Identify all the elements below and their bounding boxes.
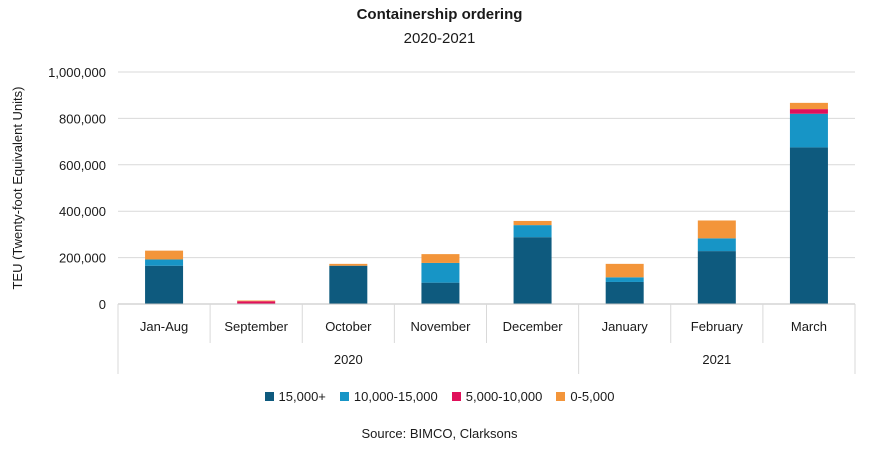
legend-swatch [451,392,461,401]
bar-segment [145,259,184,266]
legend-label: 0-5,000 [570,389,615,404]
group-label: 2020 [334,352,363,367]
bar-segment [421,254,460,263]
bar-segment [697,251,736,304]
bar-segment [513,237,552,304]
y-axis-title: TEU (Twenty-foot Equivalent Units) [10,86,25,289]
y-tick-label: 600,000 [59,158,106,173]
y-tick-label: 400,000 [59,204,106,219]
legend-item: 10,000-15,000 [339,389,438,404]
bar-segment [145,265,184,304]
legend-swatch [339,392,349,401]
bar-segment [605,277,644,282]
legend-label: 5,000-10,000 [465,389,543,404]
bar-segment [605,281,644,304]
x-tick-label: February [691,319,744,334]
legend-swatch [264,392,274,401]
legend-swatch [556,392,566,401]
x-tick-label: October [325,319,372,334]
x-tick-label: December [503,319,564,334]
bar-segment [789,147,828,304]
bar-segment [789,109,828,114]
chart-plot: 0 200,000 400,000 600,000 800,000 1,000,000 TE… [10,65,856,374]
chart-source: Source: BIMCO, Clarksons [361,426,518,441]
legend-label: 10,000-15,000 [353,389,438,404]
x-tick-label: September [224,319,288,334]
bar-segment [329,263,368,266]
x-tick-label: March [791,319,827,334]
bar-segment [697,220,736,239]
legend-item: 5,000-10,000 [451,389,543,404]
legend-label: 15,000+ [278,389,326,404]
legend-item: 15,000+ [264,389,326,404]
y-tick-label: 200,000 [59,251,106,266]
bar-segment [237,300,276,302]
bar-segment [697,238,736,252]
y-tick-label: 0 [99,297,106,312]
group-label: 2021 [702,352,731,367]
bar-segment [329,265,368,304]
bar-segment [237,301,276,304]
bar-segment [145,250,184,260]
chart-legend: 15,000+ 10,000-15,000 5,000-10,000 0-5,000 [0,389,879,404]
legend-item: 0-5,000 [556,389,614,404]
bar-segment [421,262,460,283]
bar-segment [789,102,828,110]
bar-segment [605,263,644,278]
bar-segment [513,220,552,226]
bar-segment [421,282,460,304]
chart-subtitle: 2020-2021 [403,30,476,47]
x-tick-label: Jan-Aug [140,319,188,334]
bar-segment [789,113,828,148]
x-tick-label: January [602,319,649,334]
y-tick-label: 1,000,000 [48,65,106,80]
y-tick-label: 800,000 [59,111,106,126]
x-tick-label: November [410,319,471,334]
bar-segment [513,225,552,238]
chart-title: Containership ordering [356,6,523,23]
